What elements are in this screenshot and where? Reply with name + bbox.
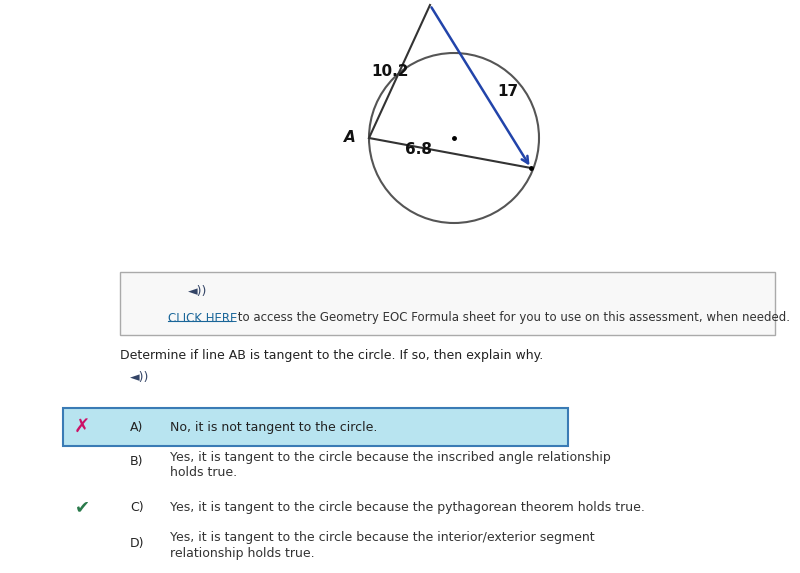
- FancyBboxPatch shape: [63, 408, 568, 446]
- Text: ◄)): ◄)): [130, 371, 150, 383]
- Text: holds true.: holds true.: [170, 465, 237, 478]
- Text: No, it is not tangent to the circle.: No, it is not tangent to the circle.: [170, 421, 378, 434]
- Text: relationship holds true.: relationship holds true.: [170, 547, 314, 559]
- Text: D): D): [130, 536, 145, 550]
- Text: Yes, it is tangent to the circle because the inscribed angle relationship: Yes, it is tangent to the circle because…: [170, 450, 610, 464]
- Text: A: A: [344, 131, 356, 146]
- Text: Yes, it is tangent to the circle because the pythagorean theorem holds true.: Yes, it is tangent to the circle because…: [170, 500, 645, 513]
- Text: Yes, it is tangent to the circle because the interior/exterior segment: Yes, it is tangent to the circle because…: [170, 532, 594, 544]
- Text: B): B): [130, 456, 143, 469]
- Text: ✗: ✗: [74, 418, 90, 437]
- FancyBboxPatch shape: [120, 272, 775, 335]
- Text: ✔: ✔: [74, 498, 90, 516]
- Text: to access the Geometry EOC Formula sheet for you to use on this assessment, when: to access the Geometry EOC Formula sheet…: [234, 312, 790, 324]
- Text: A): A): [130, 421, 143, 434]
- Text: ◄)): ◄)): [188, 285, 208, 297]
- Text: 17: 17: [498, 84, 518, 100]
- Text: CLICK HERE: CLICK HERE: [168, 312, 238, 324]
- Text: Determine if line AB is tangent to the circle. If so, then explain why.: Determine if line AB is tangent to the c…: [120, 348, 543, 362]
- Text: 10.2: 10.2: [371, 65, 409, 80]
- Text: 6.8: 6.8: [405, 143, 431, 158]
- Text: C): C): [130, 500, 144, 513]
